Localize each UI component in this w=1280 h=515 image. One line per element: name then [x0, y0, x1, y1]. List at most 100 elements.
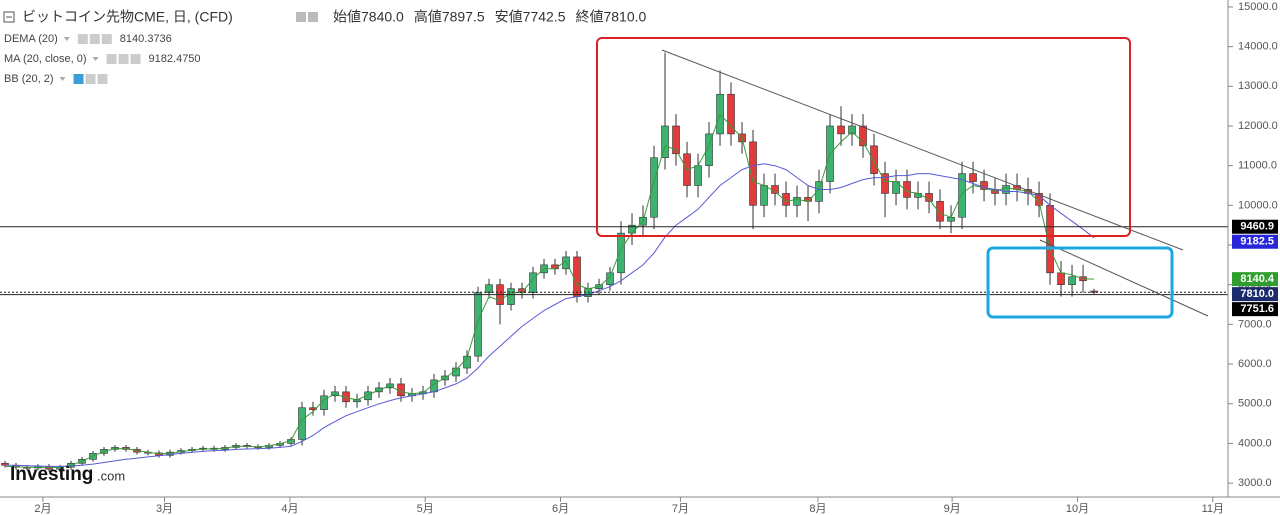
x-tick-label: 9月 — [944, 503, 961, 515]
legend-icon[interactable] — [106, 54, 117, 64]
collapse-icon[interactable] — [3, 11, 15, 23]
candle-body — [870, 145, 878, 174]
legend-value: 8140.3736 — [120, 33, 172, 45]
candle-body — [705, 133, 713, 166]
candle-body — [694, 165, 702, 186]
candle-body — [1035, 193, 1043, 206]
legend-label: MA (20, close, 0) — [4, 53, 87, 65]
candle-body — [309, 407, 317, 411]
candle-body — [485, 284, 493, 293]
candle-body — [672, 125, 680, 155]
candle-body — [650, 157, 658, 218]
ohlc-name: 始値 — [333, 9, 361, 25]
candle-body — [397, 383, 405, 397]
candle-body — [298, 407, 306, 440]
chart-title: ビットコイン先物CME, 日, (CFD) — [22, 9, 233, 25]
candle-body — [661, 125, 669, 159]
legend-dropdown[interactable] — [92, 57, 99, 61]
legend-dropdown[interactable] — [63, 37, 70, 41]
candle-body — [793, 197, 801, 206]
y-tick-label: 12000.0 — [1238, 120, 1278, 132]
candle-body — [859, 125, 867, 147]
price-label: 7810.0 — [1240, 288, 1274, 300]
y-tick-label: 15000.0 — [1238, 1, 1278, 13]
legend-dropdown[interactable] — [59, 77, 66, 81]
candle-body — [1057, 272, 1065, 286]
x-tick-label: 3月 — [156, 503, 173, 515]
logo-suffix: .com — [97, 468, 125, 483]
logo: Investing — [10, 464, 93, 485]
candle-body — [936, 201, 944, 222]
candle-body — [1068, 276, 1076, 286]
candle-body — [573, 256, 581, 297]
candle-body — [958, 173, 966, 218]
plot-area — [0, 52, 1228, 472]
price-label: 9460.9 — [1240, 221, 1274, 233]
x-tick-label: 8月 — [809, 503, 826, 515]
y-tick-label: 6000.0 — [1238, 358, 1272, 370]
candle-body — [320, 395, 328, 411]
y-tick-label: 13000.0 — [1238, 80, 1278, 92]
candle-body — [903, 181, 911, 198]
ohlc-value: 7810.0 — [603, 9, 646, 25]
legend-icon[interactable] — [89, 34, 100, 44]
y-tick-label: 7000.0 — [1238, 318, 1272, 330]
candle-body — [980, 181, 988, 190]
indicator-line — [5, 163, 1095, 467]
candle-body — [815, 181, 823, 202]
y-tick-label: 11000.0 — [1238, 160, 1277, 172]
candle-body — [1090, 290, 1098, 293]
x-tick-label: 10月 — [1066, 503, 1089, 515]
candle-body — [364, 391, 372, 401]
ohlc-legend: 始値 7840.0 高値 7897.5 安値 7742.5 終値 7810.0 — [296, 9, 647, 25]
y-tick-label: 3000.0 — [1238, 477, 1272, 489]
candle-body — [969, 173, 977, 182]
ohlc-name: 高値 — [414, 9, 442, 25]
legend-icon[interactable] — [101, 34, 112, 44]
legend-value: 9182.4750 — [149, 53, 201, 65]
ohlc-name: 安値 — [495, 9, 523, 25]
candle-body — [881, 173, 889, 194]
candle-body — [760, 185, 768, 206]
candle-body — [771, 185, 779, 194]
candle-body — [848, 125, 856, 135]
candle-body — [1, 462, 9, 466]
candle-body — [1002, 185, 1010, 194]
price-label: 7751.6 — [1240, 303, 1274, 315]
price-label: 8140.4 — [1240, 273, 1275, 285]
legend-icon[interactable] — [77, 34, 88, 44]
x-tick-label: 11月 — [1202, 503, 1224, 515]
price-label-box — [1232, 302, 1278, 317]
candle-body — [617, 232, 625, 274]
price-label-box — [1232, 234, 1278, 249]
indicator-line — [4, 113, 1095, 469]
legend-icon[interactable] — [97, 74, 108, 84]
candle-body — [474, 292, 482, 357]
ohlc-value: 7897.5 — [442, 9, 485, 25]
highlight-box — [596, 37, 1131, 237]
x-tick-label: 6月 — [552, 503, 569, 515]
legend-icon[interactable] — [73, 74, 84, 84]
x-tick-label: 4月 — [281, 503, 298, 515]
candle-body — [837, 125, 845, 135]
x-tick-label: 5月 — [417, 503, 434, 515]
legend-icon[interactable] — [85, 74, 96, 84]
price-label: 9182.5 — [1240, 236, 1274, 248]
candle-body — [507, 288, 515, 305]
candle-body — [749, 141, 757, 206]
legend-icon[interactable] — [130, 54, 141, 64]
y-tick-label: 5000.0 — [1238, 398, 1272, 410]
candle-body — [529, 272, 537, 293]
trend-line — [1039, 239, 1209, 317]
y-tick-label: 4000.0 — [1238, 437, 1272, 449]
x-tick-label: 7月 — [672, 503, 689, 515]
candle-body — [606, 272, 614, 286]
price-label-box — [1232, 272, 1278, 287]
legend-icon[interactable] — [118, 54, 129, 64]
indicator-legend: DEMA (20) 8140.3736 MA (20, close, 0) 9182.… — [4, 33, 201, 85]
x-tick-label: 2月 — [34, 503, 51, 515]
ohlc-value: 7742.5 — [523, 9, 566, 25]
legend-label: BB (20, 2) — [4, 73, 54, 85]
highlight-box — [986, 246, 1174, 319]
